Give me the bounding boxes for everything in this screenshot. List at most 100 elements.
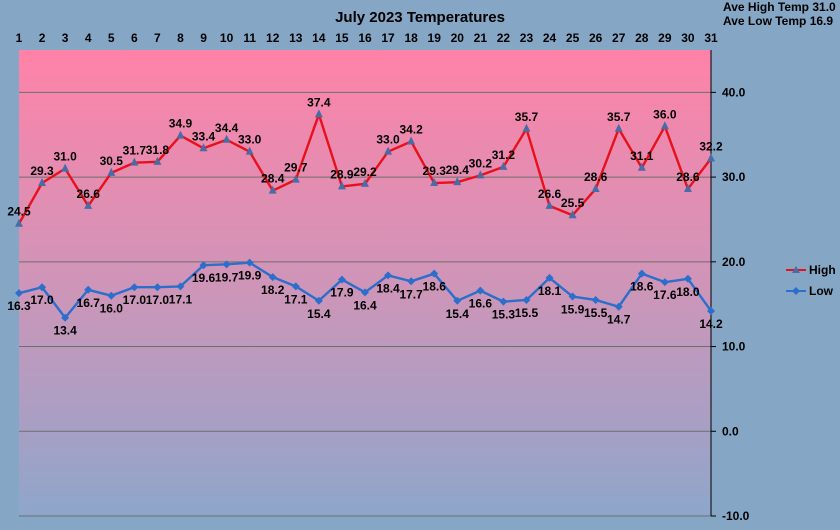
data-label-low: 15.5: [515, 306, 539, 320]
data-point-low: [499, 297, 508, 306]
x-tick-label: 25: [566, 31, 580, 45]
data-point-high: [245, 146, 254, 155]
data-point-low: [38, 283, 47, 292]
data-label-high: 31.2: [492, 148, 516, 162]
data-point-low: [153, 283, 162, 292]
data-label-high: 29.3: [30, 164, 54, 178]
data-point-low: [637, 269, 646, 278]
data-label-low: 15.9: [561, 303, 585, 317]
data-point-high: [660, 121, 669, 130]
ave-low-value: 16.9: [810, 14, 834, 28]
data-point-high: [591, 183, 600, 192]
data-label-high: 31.8: [146, 143, 170, 157]
data-label-high: 29.4: [446, 163, 470, 177]
data-point-low: [660, 278, 669, 287]
data-point-low: [107, 291, 116, 300]
data-label-high: 28.6: [584, 170, 608, 184]
data-label-high: 28.4: [261, 172, 285, 186]
x-tick-label: 20: [451, 31, 465, 45]
data-label-low: 16.6: [469, 297, 493, 311]
data-label-low: 18.6: [423, 280, 447, 294]
ave-low-label: Ave Low Temp: [723, 14, 806, 28]
data-label-high: 32.2: [699, 139, 723, 153]
data-label-high: 29.2: [353, 165, 377, 179]
data-label-low: 16.0: [100, 302, 124, 316]
data-point-low: [384, 271, 393, 280]
data-label-high: 30.2: [469, 156, 493, 170]
plot-area: [19, 50, 711, 516]
x-tick-label: 3: [62, 31, 69, 45]
data-label-high: 34.2: [399, 123, 423, 137]
data-point-high: [707, 153, 715, 162]
data-point-high: [384, 146, 393, 155]
data-point-high: [453, 177, 462, 186]
legend-low-marker: [792, 287, 800, 295]
data-point-high: [430, 178, 439, 187]
x-tick-label: 16: [358, 31, 372, 45]
x-tick-label: 23: [520, 31, 534, 45]
data-point-high: [268, 185, 277, 194]
x-tick-label: 24: [543, 31, 557, 45]
data-label-low: 19.9: [238, 269, 262, 283]
data-point-low: [453, 296, 462, 305]
data-label-high: 31.1: [630, 149, 654, 163]
ave-high-label: Ave High Temp: [723, 0, 809, 14]
data-point-high: [522, 123, 531, 132]
data-label-high: 35.7: [607, 110, 631, 124]
svg-text:Ave High Temp 31.0: Ave High Temp 31.0: [723, 0, 836, 14]
data-point-high: [107, 167, 116, 176]
legend: High Low: [786, 263, 836, 298]
data-label-low: 17.7: [399, 287, 423, 301]
data-point-high: [291, 174, 300, 183]
data-label-low: 18.2: [261, 283, 285, 297]
x-tick-label: 14: [312, 31, 326, 45]
data-label-low: 17.6: [653, 288, 677, 302]
data-point-high: [15, 218, 23, 227]
data-point-low: [407, 277, 416, 286]
y-axis-ticks: -10.0 0.0 10.0 20.0 30.0 40.0: [711, 85, 750, 523]
data-point-high: [314, 109, 323, 118]
data-label-low: 18.0: [676, 285, 700, 299]
data-label-high: 33.0: [238, 133, 262, 147]
y-tick-label: -10.0: [722, 509, 750, 523]
legend-item-high: High: [786, 263, 836, 277]
x-tick-label: 4: [85, 31, 92, 45]
x-tick-label: 30: [681, 31, 695, 45]
data-label-high: 33.4: [192, 129, 216, 143]
x-tick-label: 27: [612, 31, 626, 45]
data-point-high: [84, 200, 93, 209]
data-point-high: [61, 163, 70, 172]
data-point-low: [268, 273, 277, 282]
data-label-high: 37.4: [307, 95, 331, 109]
x-tick-label: 7: [154, 31, 161, 45]
data-point-high: [337, 181, 346, 190]
data-point-low: [314, 296, 323, 305]
data-point-low: [568, 292, 577, 301]
data-label-high: 36.0: [653, 107, 677, 121]
x-tick-label: 29: [658, 31, 672, 45]
data-label-high: 33.0: [376, 133, 400, 147]
x-tick-label: 2: [39, 31, 46, 45]
data-label-low: 19.7: [215, 270, 239, 284]
data-point-low: [130, 283, 139, 292]
data-label-low: 17.0: [146, 293, 170, 307]
legend-item-low: Low: [786, 284, 834, 298]
x-tick-label: 5: [108, 31, 115, 45]
data-label-low: 15.4: [446, 307, 470, 321]
x-tick-label: 15: [335, 31, 349, 45]
data-point-low: [199, 261, 208, 270]
x-tick-label: 26: [589, 31, 603, 45]
data-label-low: 16.4: [353, 298, 377, 312]
x-axis-ticks: 1 2 3 4 5 6 7 8 9 10 11 12 13 14 15 16 17 18 19 20 21 22 23 24 2…: [16, 31, 718, 45]
data-label-high: 31.0: [53, 150, 77, 164]
data-point-low: [683, 274, 692, 283]
data-label-high: 26.6: [77, 187, 101, 201]
y-tick-label: 40.0: [722, 85, 746, 99]
data-label-high: 29.7: [284, 161, 308, 175]
data-label-high: 35.7: [515, 110, 539, 124]
data-point-low: [337, 275, 346, 284]
data-point-low: [176, 282, 185, 291]
data-label-high: 29.3: [423, 164, 447, 178]
data-label-low: 13.4: [53, 324, 77, 338]
data-point-low: [291, 282, 300, 291]
